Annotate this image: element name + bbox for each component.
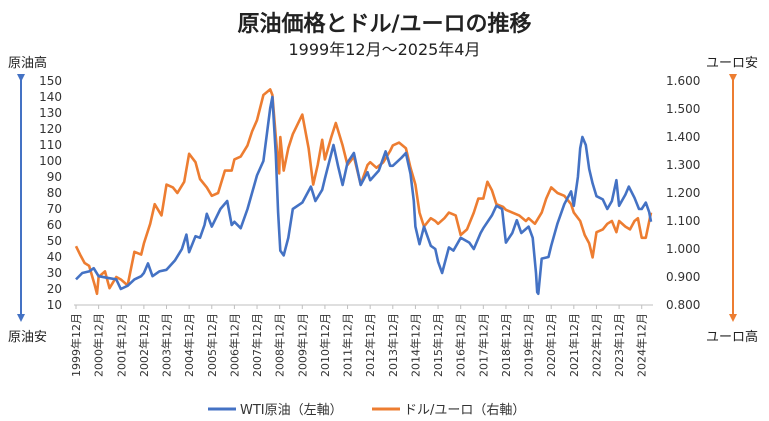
right-tick-label: 1.400 [666, 130, 700, 144]
left-tick-label: 70 [47, 202, 62, 216]
left-tick-label: 60 [47, 218, 62, 232]
x-tick-label: 2023年12月 [612, 313, 626, 377]
x-tick-label: 2024年12月 [635, 313, 649, 377]
x-tick-label: 2014年12月 [408, 313, 422, 377]
x-tick-label: 2003年12月 [160, 313, 174, 377]
left-tick-label: 100 [39, 154, 62, 168]
right-tick-label: 1.500 [666, 102, 700, 116]
left-tick-label: 110 [39, 138, 62, 152]
x-axis: 1999年12月 2000年12月 2001年12月 2002年12月 2003年12月… [69, 304, 653, 377]
right-tick-label: 0.800 [666, 298, 700, 312]
x-tick-label: 2021年12月 [567, 313, 581, 377]
x-tick-label: 2000年12月 [92, 313, 106, 377]
x-tick-label: 2018年12月 [499, 313, 513, 377]
right-tick-label: 1.300 [666, 158, 700, 172]
right-axis: 0.800 0.900 1.000 1.100 1.200 1.300 1.400 1.500… [666, 74, 700, 312]
x-tick-label: 2009年12月 [295, 313, 309, 377]
right-axis-bottom-label: ユーロ高 [706, 330, 759, 345]
legend: WTI原油（左軸） ドル/ユーロ（右軸） [208, 403, 525, 418]
x-tick-label: 2008年12月 [273, 313, 287, 377]
right-tick-label: 1.100 [666, 214, 700, 228]
left-tick-label: 80 [47, 186, 62, 200]
right-axis-top-label: ユーロ安 [706, 56, 759, 71]
chart-subtitle: 1999年12月～2025年4月 [288, 40, 481, 59]
x-tick-label: 2004年12月 [182, 313, 196, 377]
left-axis-bottom-label: 原油安 [8, 330, 48, 345]
x-tick-label: 2012年12月 [363, 313, 377, 377]
x-tick-label: 1999年12月 [69, 313, 83, 377]
x-tick-label: 2001年12月 [114, 313, 128, 377]
legend-label-usd-eur: ドル/ユーロ（右軸） [404, 403, 525, 418]
left-tick-label: 40 [47, 250, 62, 264]
x-tick-label: 2015年12月 [431, 313, 445, 377]
x-tick-label: 2005年12月 [205, 313, 219, 377]
x-tick-label: 2011年12月 [341, 313, 355, 377]
x-tick-label: 2016年12月 [454, 313, 468, 377]
x-tick-label: 2002年12月 [137, 313, 151, 377]
right-tick-label: 1.600 [666, 74, 700, 88]
chart-title: 原油価格とドル/ユーロの推移 [237, 12, 532, 37]
x-tick-label: 2017年12月 [476, 313, 490, 377]
right-tick-label: 1.000 [666, 242, 700, 256]
left-tick-label: 30 [47, 266, 62, 280]
left-tick-label: 150 [39, 74, 62, 88]
x-tick-label: 2013年12月 [386, 313, 400, 377]
x-tick-label: 2022年12月 [589, 313, 603, 377]
x-tick-label: 2010年12月 [318, 313, 332, 377]
left-tick-label: 50 [47, 234, 62, 248]
left-tick-label: 10 [47, 298, 62, 312]
left-tick-label: 20 [47, 282, 62, 296]
left-tick-label: 120 [39, 122, 62, 136]
left-tick-label: 90 [47, 170, 62, 184]
left-tick-label: 140 [39, 90, 62, 104]
right-tick-label: 0.900 [666, 270, 700, 284]
left-axis-top-label: 原油高 [8, 56, 48, 71]
series-line-usd-eur [74, 88, 653, 296]
left-axis: 10 20 30 40 50 60 70 80 90 100 110 120 130 140 150 [39, 74, 62, 312]
x-tick-label: 2007年12月 [250, 313, 264, 377]
x-tick-label: 2006年12月 [227, 313, 241, 377]
x-tick-label: 2019年12月 [522, 313, 536, 377]
left-tick-label: 130 [39, 106, 62, 120]
legend-label-wti: WTI原油（左軸） [240, 403, 343, 418]
series-line-wti [75, 95, 653, 296]
x-tick-label: 2020年12月 [544, 313, 558, 377]
series-layer [74, 88, 653, 296]
right-tick-label: 1.200 [666, 186, 700, 200]
